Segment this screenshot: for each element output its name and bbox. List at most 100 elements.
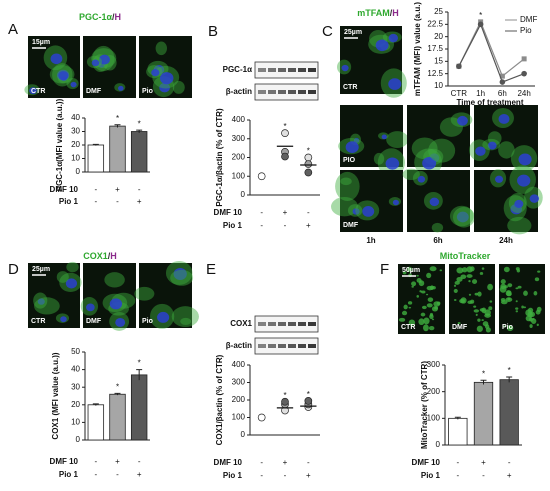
dot <box>281 152 289 161</box>
treatment-mark: - <box>284 471 287 480</box>
panel-title: PGC-1α/H <box>79 12 121 22</box>
image-label: CTR <box>31 88 45 95</box>
title-part: mTFAM <box>357 8 390 18</box>
nucleus <box>65 278 78 289</box>
y-tick-label: 40 <box>71 113 80 122</box>
treatment-mark: - <box>260 458 263 467</box>
nucleus <box>98 54 110 65</box>
cell-signal <box>521 305 524 309</box>
treatment-mark: + <box>137 470 142 479</box>
panel-title: MitoTracker <box>440 251 491 261</box>
column-label: 6h <box>433 236 442 245</box>
image-background <box>340 170 403 232</box>
cell-signal <box>515 300 518 303</box>
panel-letter: E <box>206 261 216 278</box>
title-part: H <box>392 8 399 18</box>
cell-signal <box>411 285 414 288</box>
panel-title: mTFAM/H <box>357 8 399 18</box>
blot-band <box>278 90 286 94</box>
y-tick-label: 0 <box>241 190 246 199</box>
nucleus <box>392 199 399 206</box>
cell-signal <box>172 80 185 94</box>
cell-signal <box>505 290 512 297</box>
y-tick-label: 50 <box>71 347 80 356</box>
nucleus <box>375 39 389 52</box>
blot-band <box>258 322 266 326</box>
treatment-name: Pio 1 <box>59 470 79 479</box>
cell-signal <box>398 317 406 322</box>
nucleus <box>70 81 77 88</box>
cell-signal <box>485 327 491 333</box>
cell-signal <box>525 309 532 317</box>
y-axis-label: COX1 (MFI value (a.u.)) <box>51 352 60 439</box>
cell-signal <box>434 306 439 310</box>
cell-signal <box>507 297 511 301</box>
micrograph <box>331 170 403 232</box>
cell-signal <box>416 294 419 298</box>
cell-signal <box>104 272 125 288</box>
cell-signal <box>403 304 408 310</box>
image-label: CTR <box>31 318 45 325</box>
blot-frame <box>254 83 319 101</box>
treatment-mark: + <box>115 185 120 194</box>
nucleus <box>494 175 504 183</box>
panel-letter: C <box>322 23 333 40</box>
cell-signal <box>425 293 429 296</box>
cell-signal <box>489 300 493 303</box>
micrograph <box>24 36 80 98</box>
marker <box>521 70 527 77</box>
cell-signal <box>66 261 79 273</box>
y-tick-label: 20 <box>434 32 443 41</box>
nucleus <box>388 78 402 90</box>
marker <box>477 21 484 28</box>
treatment-mark: - <box>94 185 97 194</box>
image-label: Pio <box>142 318 153 325</box>
cell-signal <box>411 137 438 160</box>
significance: * <box>479 11 482 20</box>
blot-label: COX1 <box>230 319 252 328</box>
cell-signal <box>523 306 527 309</box>
y-tick-label: 20 <box>71 400 80 409</box>
y-tick-label: 0 <box>76 167 81 176</box>
error-bar <box>92 403 99 406</box>
title-part: PGC-1α <box>79 12 113 22</box>
nucleus <box>341 64 349 72</box>
title-part: H <box>110 251 117 261</box>
blot-band <box>268 322 276 326</box>
y-tick-label: 0 <box>76 435 81 444</box>
cell-signal <box>475 313 478 316</box>
treatment-mark: - <box>94 457 97 466</box>
cell-signal <box>429 266 437 272</box>
cell-signal <box>422 324 429 332</box>
micrograph <box>469 105 538 172</box>
marker <box>521 56 527 62</box>
panel-title: COX1/H <box>83 251 117 261</box>
image-label: Pio <box>502 324 513 331</box>
cell-signal <box>56 271 69 283</box>
cell-signal <box>454 280 460 285</box>
cell-signal <box>171 306 199 328</box>
nucleus <box>118 85 124 91</box>
panel-letter: D <box>8 261 19 278</box>
blot-band <box>298 322 306 326</box>
treatment-mark: - <box>260 471 263 480</box>
cell-signal <box>507 216 532 235</box>
series-line <box>458 22 525 83</box>
cell-signal <box>515 287 519 290</box>
blot-band <box>268 90 276 94</box>
nucleus <box>157 311 170 323</box>
cell-signal <box>498 141 515 159</box>
significance: * <box>116 382 119 391</box>
y-tick-label: 0 <box>241 430 246 439</box>
cell-signal <box>469 267 473 269</box>
title-part: COX1 <box>83 251 108 261</box>
blot-band <box>278 322 286 326</box>
cell-signal <box>407 301 413 305</box>
significance: * <box>138 359 141 368</box>
nucleus <box>422 156 437 170</box>
error-bar <box>114 392 121 396</box>
title-part: / <box>108 251 111 261</box>
treatment-mark: - <box>138 185 141 194</box>
image-label: PIO <box>343 157 356 164</box>
cell-signal <box>340 177 352 186</box>
